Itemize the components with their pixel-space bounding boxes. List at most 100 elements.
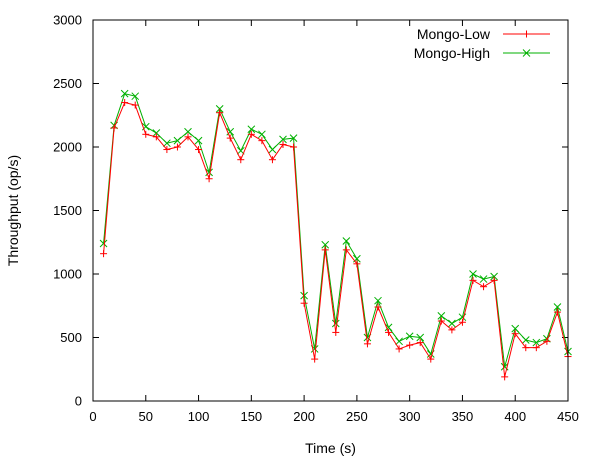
legend-label: Mongo-High	[414, 45, 490, 61]
legend-marker	[522, 49, 531, 57]
x-tick-label: 350	[452, 409, 474, 424]
x-axis-label: Time (s)	[305, 440, 356, 456]
data-point-mongo-high	[194, 136, 203, 145]
data-point-mongo-low	[490, 276, 498, 284]
data-point-mongo-high	[479, 275, 488, 283]
data-point-mongo-high	[416, 333, 425, 342]
data-point-mongo-high	[268, 145, 277, 154]
data-point-mongo-low	[258, 137, 266, 145]
data-point-mongo-low	[184, 133, 192, 141]
data-point-mongo-high	[405, 332, 414, 341]
data-point-mongo-low	[226, 134, 234, 142]
data-point-mongo-low	[543, 337, 551, 345]
data-point-mongo-high	[374, 296, 382, 305]
y-tick-label: 3000	[53, 13, 82, 28]
data-point-mongo-high	[173, 136, 182, 145]
y-tick-label: 2500	[53, 76, 82, 91]
data-point-mongo-low	[121, 99, 129, 107]
x-tick-label: 0	[89, 409, 96, 424]
data-point-mongo-high	[395, 337, 403, 346]
data-point-mongo-low	[363, 340, 371, 348]
x-tick-label: 450	[557, 409, 579, 424]
y-axis-label: Throughput (op/s)	[5, 155, 21, 266]
x-tick-label: 100	[188, 409, 210, 424]
data-point-mongo-high	[521, 336, 530, 344]
data-point-mongo-low	[332, 328, 340, 336]
data-point-mongo-low	[342, 246, 350, 254]
x-tick-label: 150	[240, 409, 262, 424]
series-layer	[99, 89, 572, 381]
data-point-mongo-high	[163, 139, 171, 148]
data-point-mongo-high	[184, 127, 192, 136]
data-point-mongo-low	[427, 355, 435, 363]
x-tick-label: 250	[346, 409, 368, 424]
data-point-mongo-high	[131, 92, 140, 101]
data-point-mongo-low	[195, 146, 203, 154]
data-point-mongo-low	[100, 250, 108, 258]
y-tick-label: 500	[60, 330, 82, 345]
data-point-mongo-high	[152, 129, 161, 137]
data-point-mongo-high	[437, 312, 446, 320]
data-point-mongo-high	[289, 134, 298, 142]
data-point-mongo-low	[522, 344, 530, 352]
data-point-mongo-low	[416, 339, 424, 347]
data-point-mongo-high	[448, 319, 456, 328]
data-point-mongo-high	[469, 270, 477, 278]
legend-label: Mongo-Low	[417, 26, 491, 42]
data-point-mongo-low	[290, 143, 298, 151]
data-point-mongo-low	[173, 143, 181, 151]
data-point-mongo-high	[279, 135, 287, 144]
y-tick-label: 1000	[53, 267, 82, 282]
data-point-mongo-low	[385, 328, 393, 336]
data-point-mongo-high	[226, 127, 235, 136]
data-point-mongo-high	[384, 323, 393, 332]
data-point-mongo-low	[437, 317, 445, 325]
data-point-mongo-high	[99, 239, 108, 248]
data-point-mongo-low	[406, 341, 414, 349]
data-point-mongo-low	[374, 303, 382, 311]
data-point-mongo-low	[110, 124, 118, 132]
data-point-mongo-low	[553, 308, 561, 316]
data-point-mongo-high	[331, 319, 340, 328]
data-point-mongo-low	[131, 101, 139, 109]
data-point-mongo-low	[279, 140, 287, 148]
ticks-layer: 0 50 100 150 200 250 300 350 400 450 0 500 1000 1500 2…	[53, 13, 579, 425]
data-point-mongo-low	[469, 276, 477, 284]
data-point-mongo-low	[532, 344, 540, 352]
data-point-mongo-low	[395, 345, 403, 353]
legend: Mongo-Low Mongo-High	[414, 26, 550, 61]
data-point-mongo-low	[321, 246, 329, 254]
x-tick-label: 200	[293, 409, 315, 424]
data-point-mongo-low	[480, 283, 488, 291]
data-point-mongo-high	[532, 338, 541, 347]
data-point-mongo-high	[300, 291, 308, 300]
data-point-mongo-high	[120, 89, 129, 98]
data-point-mongo-low	[163, 146, 171, 154]
data-point-mongo-low	[448, 326, 456, 334]
legend-marker	[523, 30, 530, 38]
data-point-mongo-low	[300, 299, 308, 307]
data-point-mongo-high	[553, 303, 562, 311]
data-point-mongo-high	[321, 240, 330, 249]
data-point-mongo-low	[353, 260, 361, 268]
x-tick-label: 50	[139, 409, 153, 424]
data-point-mongo-low	[311, 355, 319, 363]
data-point-mongo-high	[215, 105, 224, 113]
y-tick-label: 0	[75, 394, 82, 409]
data-point-mongo-high	[247, 125, 256, 134]
plot-frame	[92, 19, 569, 402]
data-point-mongo-high	[258, 130, 266, 139]
data-point-mongo-high	[511, 324, 520, 333]
data-point-mongo-low	[458, 318, 466, 326]
data-point-mongo-low	[216, 109, 224, 117]
y-tick-label: 2000	[53, 140, 82, 155]
data-point-mongo-low	[247, 130, 255, 138]
y-tick-label: 1500	[53, 203, 82, 218]
data-point-mongo-low	[511, 330, 519, 338]
data-point-mongo-high	[342, 237, 351, 245]
data-point-mongo-high	[205, 168, 213, 177]
data-point-mongo-low	[142, 130, 150, 138]
x-tick-label: 400	[504, 409, 526, 424]
data-point-mongo-low	[152, 133, 160, 141]
